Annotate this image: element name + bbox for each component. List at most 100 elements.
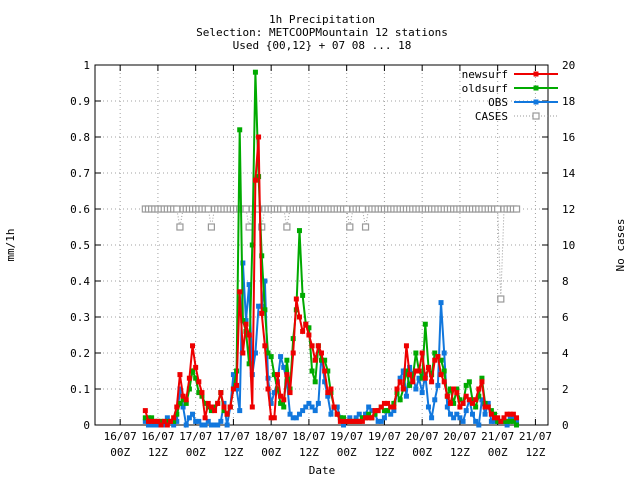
point-newsurf <box>303 321 309 327</box>
point-obs <box>212 422 218 428</box>
point-obs <box>425 404 431 410</box>
legend-swatch-marker <box>532 112 540 120</box>
point-oldsurf <box>208 408 214 414</box>
legend-label: oldsurf <box>462 82 508 95</box>
x-tick-label-hour: 00Z <box>488 446 508 459</box>
y-tick-label: 0.1 <box>70 383 90 396</box>
y2-tick-label: 2 <box>562 383 569 396</box>
point-newsurf <box>230 386 236 392</box>
x-tick-label-hour: 00Z <box>412 446 432 459</box>
x-tick-label-date: 21/07 <box>519 430 552 443</box>
point-oldsurf <box>312 379 318 385</box>
point-oldsurf <box>403 368 409 374</box>
point-newsurf <box>196 379 202 385</box>
point-obs <box>171 422 177 428</box>
point-obs <box>391 408 397 414</box>
point-cases <box>176 223 184 231</box>
point-cases <box>494 205 502 213</box>
point-oldsurf <box>249 242 255 248</box>
point-newsurf <box>296 314 302 320</box>
point-obs <box>476 422 482 428</box>
point-oldsurf <box>325 368 331 374</box>
point-obs <box>488 418 494 424</box>
y2-tick-label: 10 <box>562 239 575 252</box>
point-obs <box>334 404 340 410</box>
point-oldsurf <box>492 411 498 417</box>
point-obs <box>252 350 258 356</box>
point-cases <box>258 223 266 231</box>
legend-label: OBS <box>488 96 508 109</box>
point-newsurf <box>284 372 290 378</box>
point-oldsurf <box>196 390 202 396</box>
point-obs <box>510 415 516 421</box>
y-tick-label: 0.5 <box>70 239 90 252</box>
point-newsurf <box>372 408 378 414</box>
point-obs <box>463 408 469 414</box>
point-newsurf <box>281 397 287 403</box>
point-cases <box>280 205 288 213</box>
point-newsurf <box>205 400 211 406</box>
point-obs <box>447 411 453 417</box>
point-newsurf <box>208 404 214 410</box>
series-layer <box>141 69 521 429</box>
point-cases <box>358 205 366 213</box>
point-newsurf <box>262 343 268 349</box>
point-oldsurf <box>422 321 428 327</box>
point-newsurf <box>400 386 406 392</box>
point-newsurf <box>347 418 353 424</box>
x-tick-label-date: 20/07 <box>406 430 439 443</box>
point-newsurf <box>309 343 315 349</box>
point-obs <box>208 422 214 428</box>
x-tick-label-hour: 00Z <box>186 446 206 459</box>
y2-tick-label: 16 <box>562 131 575 144</box>
point-oldsurf <box>488 408 494 414</box>
point-newsurf <box>501 415 507 421</box>
point-newsurf <box>375 408 381 414</box>
point-obs <box>315 400 321 406</box>
point-obs <box>300 408 306 414</box>
point-newsurf <box>190 343 196 349</box>
point-newsurf <box>366 415 372 421</box>
series-cases <box>141 205 521 303</box>
point-oldsurf <box>183 400 189 406</box>
point-newsurf <box>460 400 466 406</box>
point-obs <box>322 379 328 385</box>
point-obs <box>152 422 158 428</box>
point-obs <box>388 411 394 417</box>
point-oldsurf <box>476 393 482 399</box>
point-newsurf <box>356 418 362 424</box>
point-obs <box>375 418 381 424</box>
point-obs <box>473 418 479 424</box>
point-oldsurf <box>432 350 438 356</box>
y-tick-label: 0.9 <box>70 95 90 108</box>
point-newsurf <box>331 404 337 410</box>
point-newsurf <box>432 357 438 363</box>
point-obs <box>287 411 293 417</box>
point-oldsurf <box>441 368 447 374</box>
point-newsurf <box>463 393 469 399</box>
point-newsurf <box>221 404 227 410</box>
point-obs <box>193 418 199 424</box>
point-obs <box>416 375 422 381</box>
point-oldsurf <box>171 418 177 424</box>
point-oldsurf <box>322 357 328 363</box>
point-obs <box>142 418 148 424</box>
point-obs <box>504 422 510 428</box>
point-obs <box>234 386 240 392</box>
y2-tick-label: 14 <box>562 167 576 180</box>
x-tick-label-date: 16/07 <box>104 430 137 443</box>
y-tick-label: 1 <box>83 59 90 72</box>
point-newsurf <box>419 350 425 356</box>
point-obs <box>312 408 318 414</box>
point-obs <box>413 386 419 392</box>
point-oldsurf <box>262 307 268 313</box>
point-oldsurf <box>407 382 413 388</box>
point-obs <box>246 282 252 288</box>
point-newsurf <box>155 418 161 424</box>
y2-tick-label: 12 <box>562 203 575 216</box>
point-oldsurf <box>284 357 290 363</box>
point-obs <box>429 415 435 421</box>
point-newsurf <box>485 404 491 410</box>
chart-title-line-1: 1h Precipitation <box>269 13 375 26</box>
point-oldsurf <box>237 127 243 133</box>
